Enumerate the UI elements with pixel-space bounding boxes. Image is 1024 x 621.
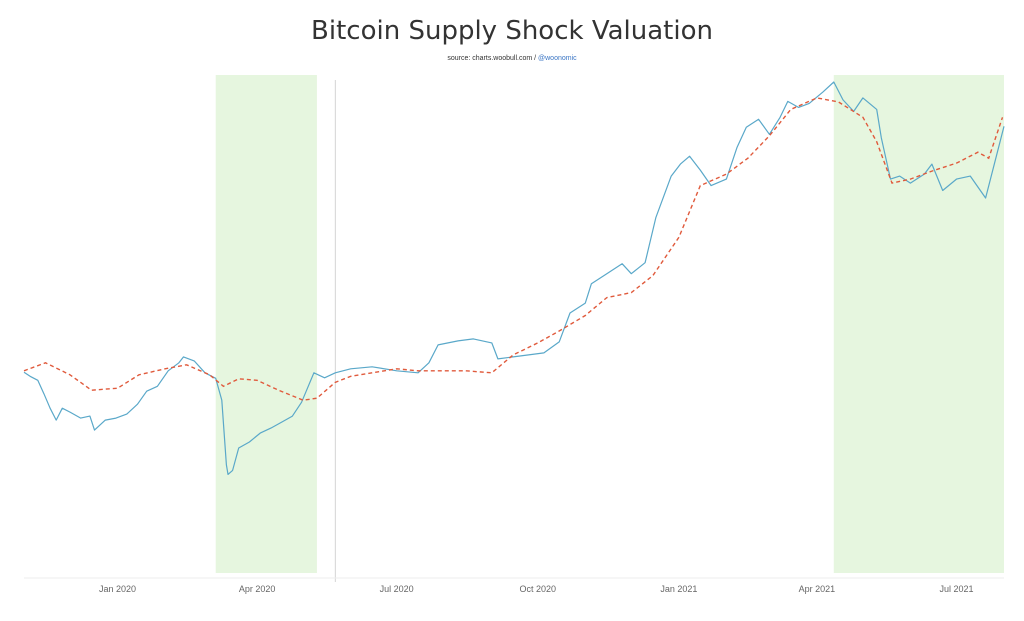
x-tick-label: Jul 2020 <box>380 584 414 594</box>
x-tick-label: Jan 2021 <box>660 584 697 594</box>
x-axis-ticks: Jan 2020 Apr 2020 Jul 2020 Oct 2020 Jan 2021… <box>99 584 973 594</box>
shaded-regions <box>215 75 1004 573</box>
x-tick-label: Jan 2020 <box>99 584 136 594</box>
x-tick-label: Oct 2020 <box>520 584 557 594</box>
x-tick-label: Jul 2021 <box>939 584 973 594</box>
chart-title: Bitcoin Supply Shock Valuation <box>311 16 713 46</box>
x-tick-label: Apr 2021 <box>799 584 836 594</box>
series-lines <box>23 81 1005 475</box>
source-handle-link[interactable]: @woonomic <box>538 55 577 62</box>
series-line-valuation <box>23 97 1004 401</box>
shaded-region-2 <box>833 75 1004 573</box>
chart-source: source: charts.woobull.com / @woonomic <box>0 55 1024 62</box>
shaded-region-1 <box>215 75 317 573</box>
series-line-price <box>23 81 1005 475</box>
source-prefix: source: charts.woobull.com / <box>447 55 539 62</box>
x-tick-label: Apr 2020 <box>239 584 276 594</box>
